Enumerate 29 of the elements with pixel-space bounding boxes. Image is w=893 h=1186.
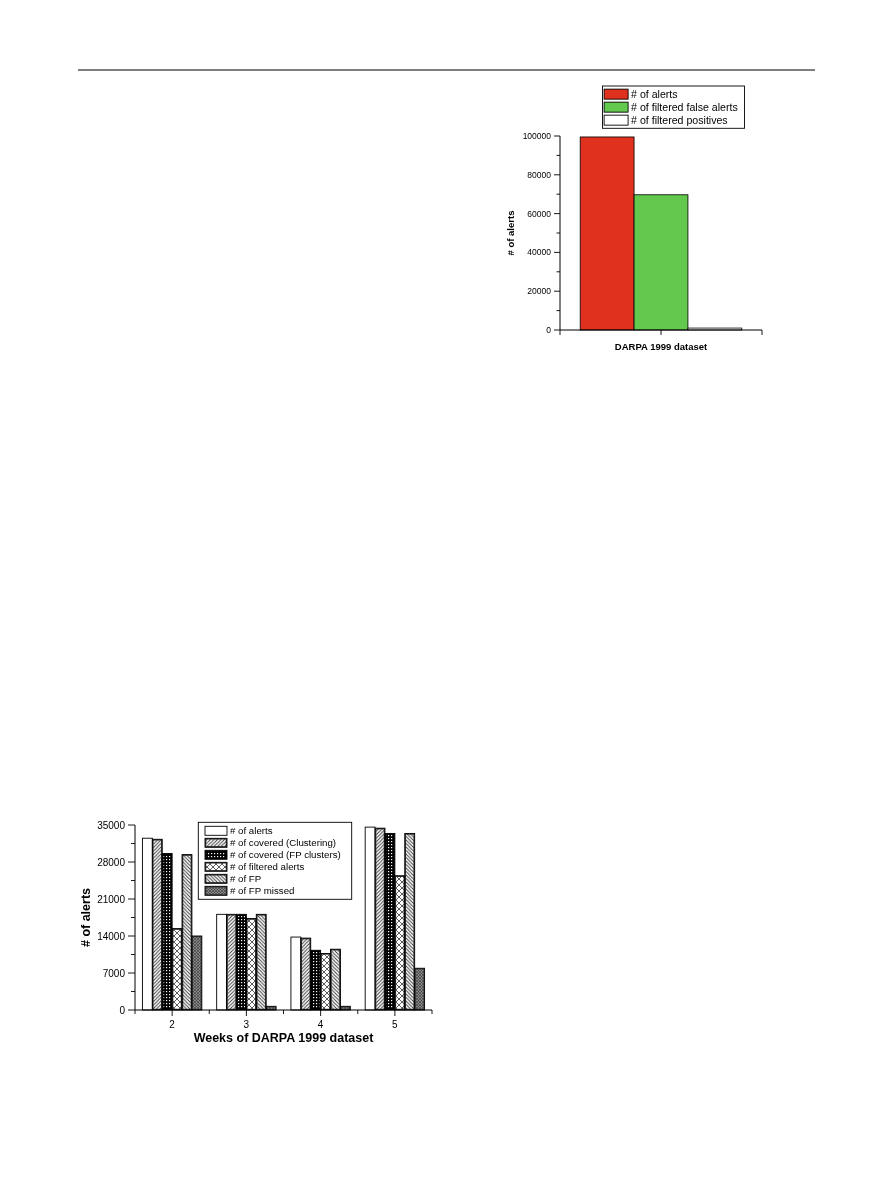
x-tick-label: 4 [317,1018,324,1030]
y-axis-title: # of alerts [505,210,516,256]
y-tick-label: 21000 [97,893,126,905]
legend-label: # of covered (FP clusters) [230,849,341,861]
x-axis-title: DARPA 1999 dataset [614,341,709,352]
x-axis-title: Weeks of DARPA 1999 dataset [193,1030,375,1045]
y-tick-label: 40000 [527,247,552,258]
legend-label: # of FP missed [230,885,295,897]
x-tick-label: 5 [392,1018,399,1030]
x-tick-label: 2 [169,1018,176,1030]
y-tick-label: 60000 [527,208,552,219]
y-tick-label: 80000 [527,169,552,180]
y-axis-title: # of alerts [78,887,93,948]
y-tick-label: 100000 [522,130,552,141]
legend-label: # of covered (Clustering) [230,837,337,849]
y-tick-label: 35000 [97,819,126,831]
legend-label: # of FP [230,873,262,885]
y-tick-label: 0 [119,1004,126,1016]
y-tick-label: 0 [546,324,552,335]
y-tick-label: 14000 [97,930,126,942]
y-tick-label: 28000 [97,856,126,868]
legend-label: # of alerts [631,87,678,100]
y-tick-label: 7000 [102,967,126,979]
y-tick-label: 20000 [527,286,552,297]
legend-label: # of filtered positives [631,113,728,126]
legend-label: # of filtered alerts [230,861,305,873]
legend-label: # of filtered false alerts [631,100,738,113]
x-tick-label: 3 [243,1018,250,1030]
legend-label: # of alerts [230,825,273,837]
